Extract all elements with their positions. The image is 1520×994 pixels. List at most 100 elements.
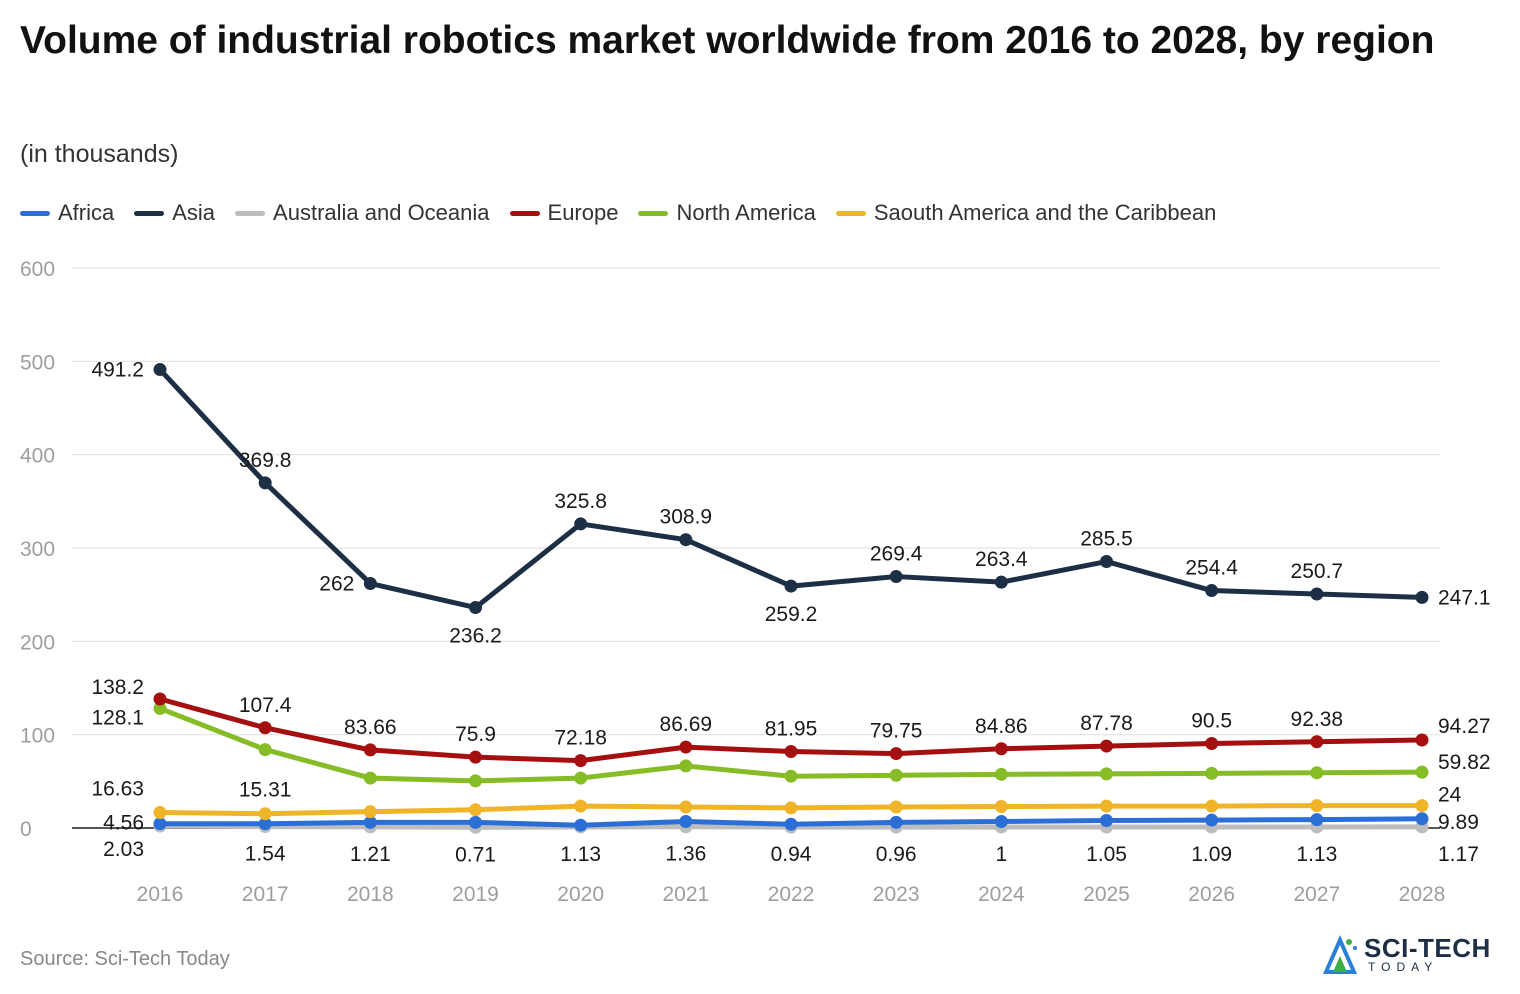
data-point — [153, 701, 167, 715]
x-tick-label: 2023 — [873, 883, 920, 906]
data-label: 84.86 — [975, 715, 1028, 738]
data-point — [784, 817, 798, 831]
data-point — [258, 476, 272, 490]
legend-item: Africa — [20, 200, 114, 226]
x-tick-label: 2027 — [1293, 883, 1340, 906]
data-label: 83.66 — [344, 716, 397, 739]
data-point — [1415, 799, 1429, 813]
y-tick-label: 600 — [20, 258, 55, 281]
data-label: 254.4 — [1185, 557, 1238, 580]
data-label: 269.4 — [870, 543, 923, 566]
data-label: 72.18 — [554, 727, 607, 750]
data-label: 15.31 — [239, 779, 292, 802]
data-point — [363, 805, 377, 819]
data-label: 369.8 — [239, 449, 292, 472]
data-point — [679, 814, 693, 828]
data-point — [469, 815, 482, 829]
data-point — [363, 815, 377, 829]
data-point — [1415, 733, 1429, 747]
data-label: 2.03 — [103, 838, 144, 861]
legend-swatch — [235, 210, 266, 216]
y-tick-label: 200 — [20, 631, 55, 654]
data-point — [469, 601, 482, 615]
data-label: 491.2 — [91, 359, 144, 382]
data-point — [994, 800, 1008, 814]
data-point — [574, 799, 588, 813]
data-point — [889, 815, 903, 829]
data-point — [679, 533, 693, 547]
data-point — [153, 817, 167, 831]
legend-swatch — [20, 210, 50, 216]
data-label: 247.1 — [1438, 586, 1491, 609]
data-point — [574, 818, 588, 832]
legend-swatch — [134, 210, 165, 216]
y-tick-label: 400 — [20, 445, 55, 468]
data-label: 1.21 — [350, 843, 391, 866]
data-label: 1.54 — [245, 843, 286, 866]
data-label: 1.36 — [665, 843, 706, 866]
data-point — [679, 740, 693, 754]
y-tick-label: 300 — [20, 538, 55, 561]
logo-text: SCI-TECH — [1364, 933, 1491, 963]
data-point — [153, 692, 167, 706]
data-label: 263.4 — [975, 548, 1028, 571]
data-label: 1 — [995, 843, 1007, 866]
data-label: 128.1 — [91, 706, 144, 729]
data-label: 1.17 — [1438, 843, 1479, 866]
data-point — [1310, 799, 1324, 813]
logo-mark-icon — [1322, 935, 1358, 974]
data-label: 81.95 — [765, 718, 818, 741]
data-point — [784, 579, 798, 593]
data-point — [994, 575, 1008, 589]
legend-label: Asia — [172, 200, 216, 225]
data-point — [994, 767, 1008, 781]
data-label: 285.5 — [1080, 528, 1133, 551]
data-label: 262 — [319, 572, 354, 595]
data-point — [1205, 737, 1219, 751]
data-point — [994, 814, 1008, 828]
data-point — [574, 517, 588, 531]
data-point — [1100, 767, 1113, 781]
data-point — [889, 768, 903, 782]
logo-subtext: TODAY — [1368, 960, 1439, 974]
x-tick-label: 2018 — [347, 883, 394, 906]
x-tick-label: 2025 — [1083, 883, 1130, 906]
chart-title: Volume of industrial robotics market wor… — [20, 19, 1435, 62]
data-label: 236.2 — [449, 625, 502, 648]
data-point — [153, 363, 167, 377]
data-point — [363, 771, 377, 785]
data-label: 1.09 — [1191, 843, 1232, 866]
data-point — [784, 801, 798, 815]
legend-item: North America — [638, 200, 816, 226]
data-label: 250.7 — [1291, 560, 1344, 583]
data-point — [1100, 555, 1113, 569]
data-point — [1100, 799, 1113, 813]
data-point — [1415, 812, 1429, 826]
data-label: 1.13 — [1296, 843, 1337, 866]
data-point — [889, 747, 903, 761]
data-point — [258, 807, 272, 821]
data-label: 87.78 — [1080, 712, 1133, 735]
x-tick-label: 2016 — [137, 883, 184, 906]
x-tick-label: 2028 — [1399, 883, 1446, 906]
y-tick-label: 500 — [20, 351, 55, 374]
legend-item: Saouth America and the Caribbean — [835, 200, 1216, 226]
data-label: 94.27 — [1438, 715, 1491, 738]
data-point — [574, 771, 588, 785]
data-label: 259.2 — [765, 603, 818, 626]
data-label: 59.82 — [1438, 751, 1491, 774]
data-label: 325.8 — [554, 490, 607, 513]
data-label: 1.05 — [1086, 843, 1127, 866]
data-point — [784, 769, 798, 783]
data-label: 9.89 — [1438, 811, 1479, 834]
data-label: 1.13 — [560, 843, 601, 866]
data-point — [258, 743, 272, 757]
data-label: 90.5 — [1191, 710, 1232, 733]
data-point — [994, 742, 1008, 756]
data-label: 0.94 — [771, 843, 812, 866]
data-label: 0.96 — [876, 843, 917, 866]
legend-swatch — [835, 210, 866, 216]
chart-legend: Africa Asia Australia and Oceania Europe Nor… — [20, 200, 1216, 226]
data-point — [469, 803, 482, 817]
